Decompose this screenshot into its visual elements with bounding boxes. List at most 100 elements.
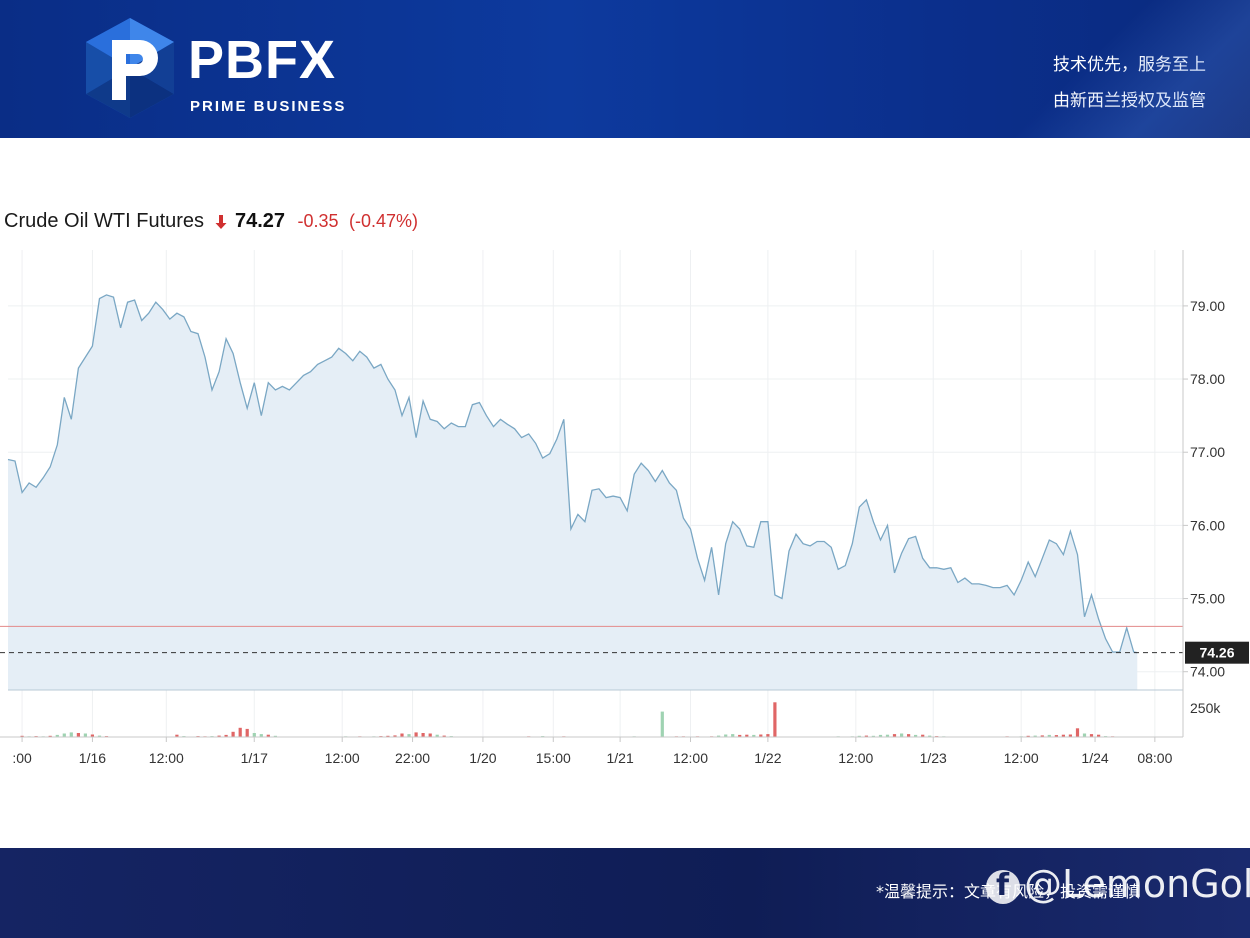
price-area — [0, 294, 1183, 691]
volume-bar-8 — [76, 733, 80, 737]
volume-bar-52 — [731, 734, 735, 737]
volume-bar-45 — [660, 711, 664, 737]
volume-bar-9 — [83, 733, 87, 737]
volume-bar-68 — [907, 734, 911, 737]
volume-bar-80 — [1054, 735, 1058, 737]
x-tick-label-5: 22:00 — [395, 750, 430, 766]
volume-bar-38 — [435, 734, 439, 737]
x-tick-label-15: 08:00 — [1137, 750, 1172, 766]
volume-bar-23 — [252, 733, 256, 737]
quote-title-row: Crude Oil WTI Futures 74.27 -0.35 (-0.47… — [4, 210, 418, 238]
volume-bar-56 — [759, 734, 763, 737]
x-tick-label-2: 12:00 — [149, 750, 184, 766]
volume-bar-61 — [857, 735, 861, 737]
watermark: @LemonGold — [986, 862, 1250, 918]
volume-bar-76 — [1026, 735, 1030, 737]
price-change: -0.35 — [297, 211, 339, 231]
x-tick-label-13: 12:00 — [1004, 750, 1039, 766]
x-tick-label-14: 1/24 — [1081, 750, 1108, 766]
x-tick-label-0: :00 — [12, 750, 32, 766]
x-tick-label-3: 1/17 — [241, 750, 268, 766]
y-tick-label-4: 75.00 — [1190, 591, 1225, 607]
watermark-text: @LemonGold — [1024, 862, 1250, 906]
volume-bar-31 — [386, 735, 390, 737]
logo-subtitle: PRIME BUSINESS — [190, 98, 347, 115]
volume-bar-84 — [1082, 733, 1087, 737]
volume-bar-39 — [442, 735, 446, 737]
volume-bar-86 — [1097, 734, 1101, 737]
last-price: 74.27 — [234, 210, 286, 232]
price-chart: 79.00 78.00 77.00 76.00 75.00 74.00 250k:00 1/1… — [0, 250, 1249, 766]
arrow-down-icon — [215, 214, 227, 230]
x-tick-label-12: 1/23 — [920, 750, 947, 766]
volume-bar-11 — [97, 735, 102, 737]
volume-bar-6 — [62, 733, 66, 737]
volume-bar-13 — [175, 734, 179, 737]
x-tick-label-1: 1/16 — [79, 750, 106, 766]
volume-bar-21 — [238, 727, 242, 738]
volume-bar-33 — [400, 733, 404, 737]
slogan-line-2: 由新西兰授权及监管 — [1053, 91, 1206, 111]
volume-bar-7 — [69, 732, 73, 737]
volume-bar-69 — [914, 734, 918, 737]
x-tick-label-4: 12:00 — [325, 750, 360, 766]
x-tick-label-11: 12:00 — [838, 750, 873, 766]
price-line — [7, 294, 1138, 654]
volume-bar-53 — [738, 734, 742, 737]
brand-header: PBFX PRIME BUSINESS 技术优先，服务至上 由新西兰授权及监管 — [0, 0, 1250, 138]
pbfx-logo-icon — [86, 18, 174, 118]
volume-bar-20 — [231, 731, 235, 737]
facebook-icon — [986, 868, 1020, 904]
volume-bar-63 — [871, 735, 875, 737]
volume-bar-65 — [885, 734, 890, 737]
volume-bar-62 — [864, 735, 868, 737]
price-area-fill — [8, 294, 1138, 690]
volume-bar-19 — [224, 734, 228, 737]
volume-bar-25 — [266, 734, 270, 737]
x-tick-label-6: 1/20 — [469, 750, 496, 766]
y-tick-label-5: 74.00 — [1190, 664, 1225, 680]
x-tick-label-8: 1/21 — [607, 750, 634, 766]
logo-text: PBFX — [188, 30, 337, 90]
volume-bar-57 — [766, 734, 770, 737]
volume-bar-82 — [1068, 734, 1072, 737]
slogan-line-1: 技术优先，服务至上 — [1053, 55, 1206, 75]
volume-bar-58 — [773, 702, 777, 737]
volume-bar-51 — [724, 734, 728, 737]
volume-bar-81 — [1061, 734, 1065, 737]
chart-axes: 79.00 78.00 77.00 76.00 75.00 74.00 250k:00 1/1… — [0, 250, 1249, 766]
current-price-label: 74.26 — [1199, 645, 1234, 661]
volume-bar-32 — [393, 735, 397, 737]
instrument-name: Crude Oil WTI Futures — [4, 210, 205, 232]
volume-bar-64 — [878, 734, 883, 737]
y-tick-label-0: 79.00 — [1190, 298, 1225, 314]
volume-bar-79 — [1047, 734, 1051, 737]
x-tick-label-10: 1/22 — [754, 750, 781, 766]
price-change-percent: (-0.47%) — [348, 211, 418, 231]
volume-bar-66 — [892, 734, 897, 737]
volume-bar-36 — [421, 733, 425, 737]
volume-bar-34 — [407, 734, 411, 737]
x-tick-label-7: 15:00 — [536, 750, 571, 766]
volume-bar-4 — [48, 735, 52, 737]
y-tick-label-3: 76.00 — [1190, 517, 1225, 533]
volume-bar-54 — [745, 734, 749, 737]
volume-bar-71 — [928, 735, 932, 737]
volume-bar-24 — [259, 734, 263, 737]
volume-bar-37 — [428, 733, 432, 737]
volume-bar-83 — [1075, 728, 1080, 737]
volume-bar-18 — [217, 735, 221, 737]
volume-bar-55 — [752, 734, 756, 737]
volume-bar-50 — [717, 735, 721, 737]
footer-banner: *温馨提示：文章有风险，投资需谨慎 @LemonGold — [0, 848, 1250, 938]
volume-bar-35 — [414, 732, 418, 737]
y-tick-label-2: 77.00 — [1190, 444, 1225, 460]
volume-bar-5 — [55, 734, 59, 737]
volume-bar-77 — [1033, 735, 1037, 737]
volume-bar-26 — [273, 735, 277, 737]
x-tick-label-9: 12:00 — [673, 750, 708, 766]
y-tick-label-1: 78.00 — [1190, 371, 1225, 387]
volume-bar-0 — [20, 735, 24, 737]
volume-bar-85 — [1089, 734, 1094, 737]
volume-bar-10 — [90, 734, 94, 737]
